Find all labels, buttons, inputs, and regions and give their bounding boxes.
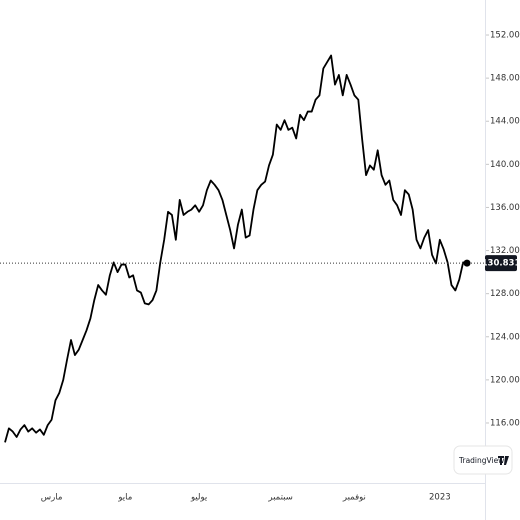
y-tick-label: 124.000	[490, 332, 520, 342]
last-point	[463, 259, 471, 267]
x-tick-label: يوليو	[190, 493, 208, 503]
last-price-box	[485, 255, 517, 272]
watermark-box	[453, 445, 513, 475]
price-line	[4, 54, 468, 443]
y-tick-label: 144.000	[490, 117, 520, 127]
watermark-logo	[498, 456, 509, 465]
y-tick-label: 128.000	[490, 289, 520, 299]
y-tick-label: 140.000	[490, 160, 520, 170]
x-tick-label: سبتمبر	[267, 493, 292, 503]
y-tick-label: 120.000	[490, 375, 520, 385]
y-tick-label: 116.000	[490, 418, 520, 428]
watermark[interactable]: TradingView	[453, 445, 513, 475]
last-price-label: 130.831	[482, 259, 520, 269]
y-tick-label: 152.000	[490, 31, 520, 41]
x-tick-label: نوفمبر	[342, 493, 366, 503]
y-tick-label: 132.000	[490, 246, 520, 256]
x-tick-label: 2023	[429, 493, 451, 503]
y-tick-label: 148.000	[490, 74, 520, 84]
watermark-text: TradingView	[458, 456, 504, 465]
x-tick-label: مايو	[117, 493, 132, 503]
x-tick-label: مارس	[41, 493, 63, 503]
y-tick-label: 136.000	[490, 203, 520, 213]
